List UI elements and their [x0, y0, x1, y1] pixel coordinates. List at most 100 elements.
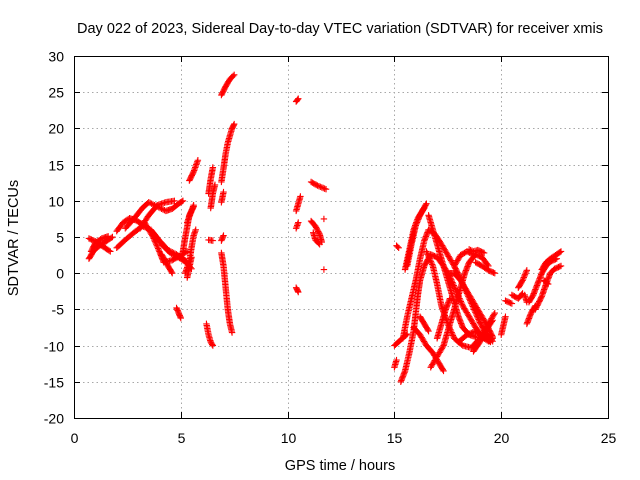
data-point [314, 182, 321, 189]
data-point [421, 204, 428, 212]
data-point [209, 164, 217, 171]
data-point [422, 201, 429, 209]
data-point [449, 280, 457, 288]
data-point [451, 285, 459, 292]
data-point [557, 262, 565, 270]
data-point [190, 201, 197, 209]
y-tick-label: -20 [44, 411, 64, 427]
data-point [440, 367, 447, 375]
data-point [476, 338, 484, 346]
data-point [479, 249, 487, 256]
data-point [149, 232, 156, 239]
data-point [556, 263, 563, 270]
data-point [544, 280, 552, 288]
plot-frame [74, 56, 609, 419]
data-point [194, 157, 202, 164]
data-point [423, 200, 430, 207]
data-point [452, 286, 459, 294]
data-point [104, 233, 112, 240]
data-point [479, 333, 486, 340]
y-axis-label: SDTVAR / TECUs [6, 180, 22, 296]
data-point [429, 261, 436, 268]
data-point [231, 120, 238, 128]
data-point [150, 235, 157, 242]
data-point [425, 254, 433, 261]
data-point [209, 342, 217, 349]
data-point [297, 193, 304, 200]
data-point [169, 249, 176, 256]
data-points [85, 71, 565, 385]
data-point [320, 184, 327, 192]
data-point [480, 249, 488, 257]
data-point [487, 338, 494, 346]
data-point [467, 246, 474, 254]
data-point [315, 182, 323, 190]
data-point [220, 188, 227, 196]
data-point [220, 232, 227, 239]
data-point [164, 246, 172, 254]
data-point [557, 248, 565, 255]
data-point [154, 245, 162, 252]
data-point [109, 233, 116, 241]
data-point [154, 243, 161, 251]
data-point [228, 329, 236, 336]
data-point [449, 332, 457, 339]
data-point [412, 222, 419, 229]
data-point [149, 233, 157, 241]
data-point [425, 327, 432, 335]
data-point [480, 331, 487, 339]
data-point [320, 266, 328, 273]
data-point [188, 254, 195, 261]
y-tick-label: 0 [56, 266, 64, 282]
data-point [519, 275, 527, 283]
data-point [178, 198, 186, 205]
data-point [316, 241, 323, 248]
data-point [477, 337, 484, 344]
data-point [523, 268, 530, 275]
grid-lines [74, 56, 608, 418]
x-tick-label: 10 [281, 430, 297, 446]
data-point [491, 270, 498, 277]
y-tick-label: 10 [48, 194, 64, 210]
data-point [414, 217, 421, 225]
data-point [179, 197, 187, 204]
data-point [313, 181, 320, 189]
data-point [413, 220, 420, 228]
data-point [294, 96, 301, 103]
data-point [457, 298, 465, 305]
data-point [145, 199, 152, 206]
data-point [107, 248, 114, 255]
data-point [427, 258, 435, 265]
data-point [108, 234, 115, 242]
data-point [229, 72, 237, 80]
data-point [151, 238, 159, 245]
data-point [153, 241, 160, 248]
data-point [153, 242, 161, 249]
y-tick-label: 5 [56, 230, 64, 246]
data-point [415, 214, 423, 222]
data-point [317, 183, 324, 191]
data-point [490, 269, 497, 276]
x-axis-label: GPS time / hours [285, 458, 395, 474]
data-point [475, 317, 483, 325]
data-point [466, 330, 474, 337]
data-point [488, 318, 496, 325]
data-point [458, 299, 465, 307]
data-point [152, 239, 159, 246]
y-tick-label: 30 [48, 49, 64, 65]
data-point [489, 333, 496, 341]
y-tick-label: 20 [48, 121, 64, 137]
data-point [189, 169, 197, 177]
x-tick-labels: 0 5 10 15 20 25 [71, 430, 617, 446]
data-point [168, 268, 175, 276]
data-point [439, 343, 446, 351]
data-point [295, 288, 302, 296]
data-point [318, 184, 325, 191]
data-point [320, 215, 328, 223]
data-point [468, 329, 475, 337]
data-point [478, 336, 485, 343]
data-point [450, 282, 457, 289]
data-point [521, 272, 528, 280]
data-point [427, 256, 434, 264]
